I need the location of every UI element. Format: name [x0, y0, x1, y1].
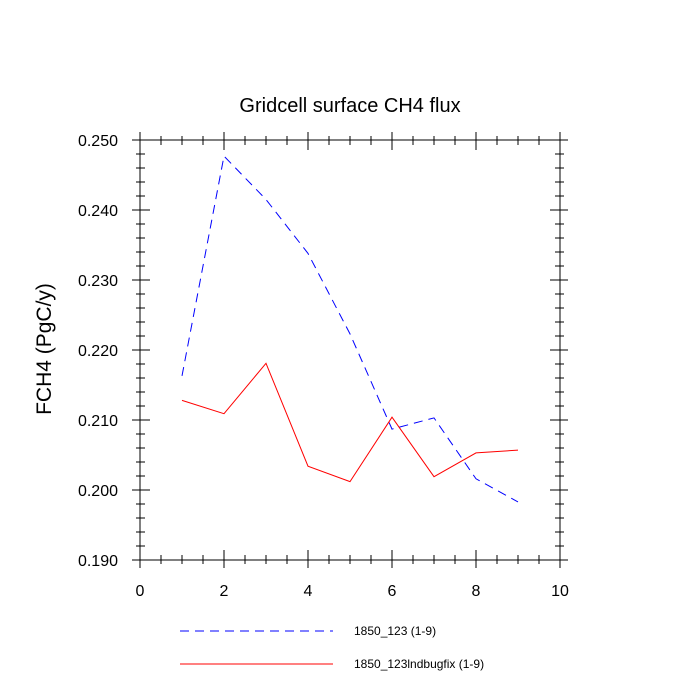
chart-title: Gridcell surface CH4 flux [239, 95, 460, 117]
x-tick-label: 10 [551, 583, 569, 600]
series-line-1 [181, 155, 519, 503]
series-layer [181, 155, 519, 503]
y-tick-label: 0.240 [78, 203, 118, 220]
x-tick-label: 2 [220, 583, 229, 600]
y-tick-label: 0.200 [78, 483, 118, 500]
legend-label-1: 1850_123 (1-9) [354, 624, 436, 638]
x-tick-label: 6 [388, 583, 397, 600]
plot-frame [139, 139, 561, 561]
x-tick-label: 0 [136, 583, 145, 600]
x-tick-label: 8 [472, 583, 481, 600]
y-tick-label: 0.190 [78, 553, 118, 570]
y-axis-label: FCH4 (PgC/y) [33, 283, 56, 415]
x-tick-label: 4 [304, 583, 313, 600]
y-tick-label: 0.250 [78, 133, 118, 150]
series-line-2 [181, 362, 519, 483]
axis-ticks: 0 2 4 6 8 10 0.190 0.200 0.210 0.220 0.230 0.240 0.2… [78, 132, 569, 600]
legend: 1850_123 (1-9) 1850_123lndbugfix (1-9) [180, 624, 484, 671]
y-tick-label: 0.210 [78, 413, 118, 430]
y-tick-label: 0.230 [78, 273, 118, 290]
y-tick-label: 0.220 [78, 343, 118, 360]
legend-label-2: 1850_123lndbugfix (1-9) [354, 657, 484, 671]
